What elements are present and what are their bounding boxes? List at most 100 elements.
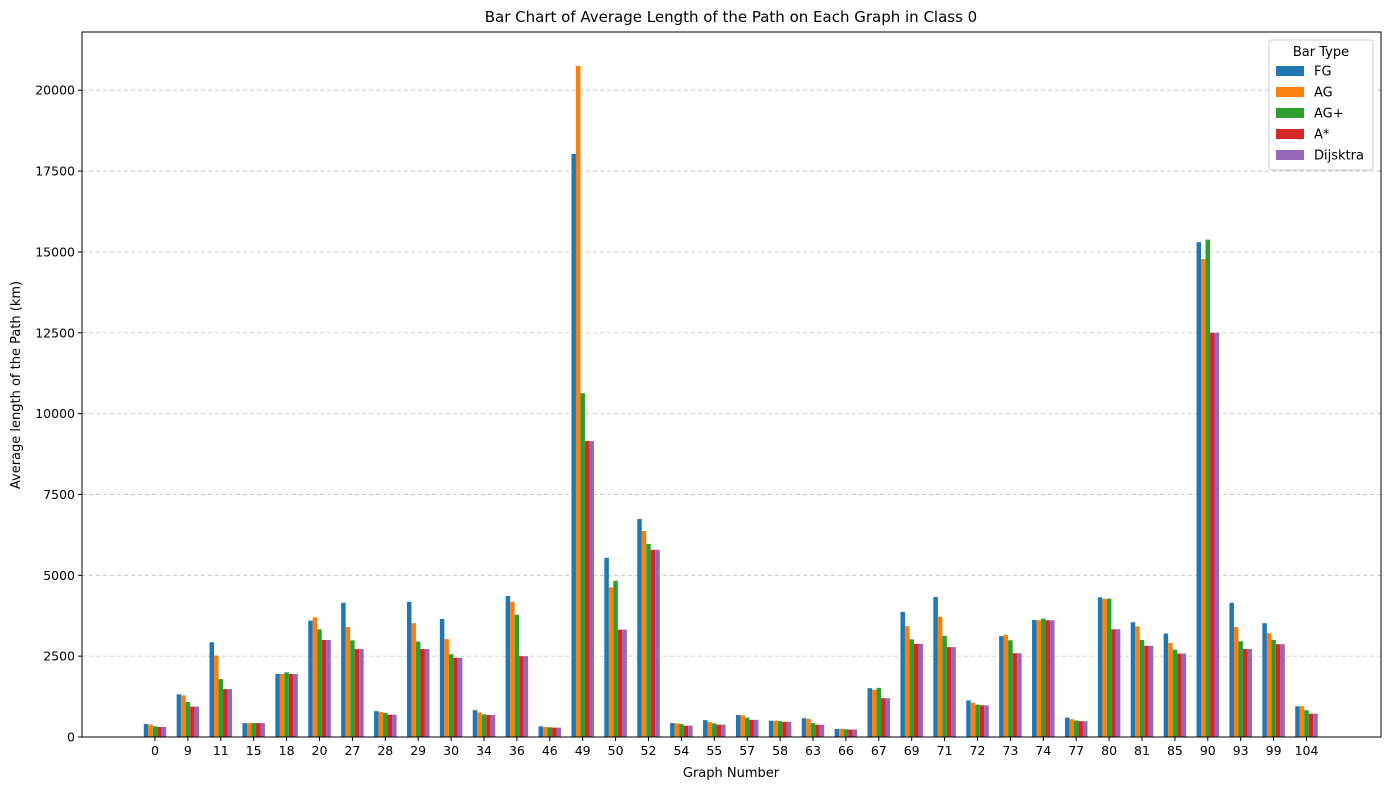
x-tick-label: 77 bbox=[1068, 743, 1084, 758]
bar-dijsktra-46 bbox=[556, 727, 562, 737]
bar-ag-99 bbox=[1266, 633, 1272, 737]
bar-ag--50 bbox=[613, 580, 618, 737]
x-tick-label: 80 bbox=[1101, 743, 1117, 758]
y-tick-label: 20000 bbox=[35, 83, 75, 98]
bar-a--67 bbox=[881, 698, 886, 737]
bar-ag-20 bbox=[312, 617, 318, 737]
bar-ag--49 bbox=[580, 393, 585, 737]
bar-a--58 bbox=[782, 721, 787, 737]
bar-a--80 bbox=[1111, 629, 1116, 737]
bar-fg-29 bbox=[406, 601, 412, 737]
bar-dijsktra-99 bbox=[1280, 644, 1285, 737]
bar-ag--69 bbox=[909, 639, 914, 737]
bar-dijsktra-71 bbox=[951, 647, 956, 737]
bar-ag-67 bbox=[872, 689, 877, 737]
x-tick-label: 73 bbox=[1002, 743, 1018, 758]
legend-label: Dijsktra bbox=[1314, 149, 1364, 164]
bar-ag--20 bbox=[317, 629, 322, 737]
bar-dijsktra-11 bbox=[227, 689, 233, 737]
bar-fg-57 bbox=[735, 715, 741, 737]
bar-ag--36 bbox=[514, 614, 520, 737]
legend: Bar Type FG AG AG+ A* Dijsktra bbox=[1268, 39, 1374, 171]
y-tick-label: 2500 bbox=[43, 649, 75, 664]
bar-ag--71 bbox=[942, 635, 947, 737]
x-tick-label: 99 bbox=[1266, 743, 1282, 758]
bar-dijsktra-54 bbox=[688, 725, 693, 737]
y-tick-label: 0 bbox=[67, 730, 75, 745]
x-tick-label: 72 bbox=[970, 743, 986, 758]
bar-a--63 bbox=[815, 724, 820, 737]
bar-a--85 bbox=[1177, 653, 1182, 737]
bar-ag--29 bbox=[415, 641, 421, 737]
bar-fg-85 bbox=[1163, 633, 1169, 737]
x-tick-label: 15 bbox=[246, 743, 262, 758]
bar-fg-15 bbox=[242, 723, 247, 737]
x-tick-label: 90 bbox=[1200, 743, 1216, 758]
bar-fg-66 bbox=[834, 728, 840, 737]
y-tick-label: 17500 bbox=[35, 164, 75, 179]
bar-fg-55 bbox=[703, 720, 708, 737]
bar-fg-54 bbox=[670, 723, 675, 737]
bar-a--73 bbox=[1012, 653, 1018, 737]
bar-ag-57 bbox=[740, 715, 745, 737]
x-tick-label: 85 bbox=[1167, 743, 1183, 758]
x-tick-label: 34 bbox=[476, 743, 492, 758]
y-axis-title: Average length of the Path (km) bbox=[9, 281, 24, 489]
y-tick-label: 15000 bbox=[35, 244, 75, 259]
bar-dijsktra-55 bbox=[721, 724, 726, 737]
bar-dijsktra-28 bbox=[392, 714, 397, 737]
bar-ag-0 bbox=[148, 724, 153, 737]
bar-fg-90 bbox=[1196, 242, 1202, 737]
bar-ag-29 bbox=[411, 623, 416, 737]
x-tick-label: 49 bbox=[575, 743, 591, 758]
bar-fg-46 bbox=[538, 726, 544, 737]
bar-fg-104 bbox=[1295, 706, 1300, 737]
bar-ag-54 bbox=[674, 723, 680, 737]
bar-dijsktra-80 bbox=[1115, 629, 1121, 737]
bar-fg-58 bbox=[768, 720, 774, 737]
bar-dijsktra-57 bbox=[753, 719, 759, 737]
bar-dijsktra-29 bbox=[424, 649, 430, 737]
bar-dijsktra-52 bbox=[655, 549, 660, 737]
x-tick-label: 0 bbox=[151, 743, 159, 758]
bar-a--77 bbox=[1078, 721, 1083, 737]
bar-ag-46 bbox=[543, 726, 548, 737]
legend-label: AG+ bbox=[1314, 107, 1344, 122]
bar-ag--72 bbox=[975, 704, 980, 737]
bar-ag-69 bbox=[904, 626, 910, 737]
bar-fg-99 bbox=[1262, 623, 1267, 737]
bar-fg-9 bbox=[176, 694, 182, 737]
x-tick-label: 58 bbox=[772, 743, 788, 758]
bar-ag--73 bbox=[1008, 640, 1013, 737]
bar-fg-49 bbox=[571, 153, 576, 737]
bar-ag-74 bbox=[1036, 620, 1042, 737]
bar-a--27 bbox=[354, 649, 360, 737]
bar-ag--99 bbox=[1271, 639, 1276, 737]
bar-dijsktra-85 bbox=[1181, 653, 1187, 737]
bar-a--29 bbox=[420, 649, 425, 737]
bar-dijsktra-20 bbox=[326, 639, 331, 737]
bar-fg-93 bbox=[1229, 602, 1234, 737]
bar-a--9 bbox=[190, 706, 195, 737]
x-tick-label: 9 bbox=[184, 743, 192, 758]
bar-ag-104 bbox=[1299, 706, 1305, 737]
bar-a--11 bbox=[223, 689, 228, 737]
bar-ag-85 bbox=[1168, 642, 1173, 737]
bar-ag--58 bbox=[777, 721, 783, 737]
bar-a--52 bbox=[650, 549, 656, 737]
bar-ag-77 bbox=[1069, 719, 1074, 737]
bar-dijsktra-66 bbox=[852, 729, 858, 737]
x-axis: 0 9 11 15 18 20 27 28 29 30 34 36 46 49 50 52 54 55 57 58 63… bbox=[151, 737, 1318, 758]
bar-dijsktra-81 bbox=[1148, 645, 1154, 737]
x-tick-label: 55 bbox=[706, 743, 722, 758]
bar-a--93 bbox=[1242, 649, 1248, 737]
grid-lines bbox=[82, 89, 1381, 657]
bar-fg-74 bbox=[1032, 619, 1037, 737]
bar-a--0 bbox=[157, 726, 162, 737]
bar-a--20 bbox=[321, 639, 327, 737]
bar-dijsktra-90 bbox=[1214, 332, 1220, 737]
x-tick-label: 57 bbox=[739, 743, 755, 758]
bar-a--18 bbox=[288, 673, 294, 737]
bar-fg-63 bbox=[801, 718, 807, 737]
bar-fg-18 bbox=[275, 673, 280, 737]
